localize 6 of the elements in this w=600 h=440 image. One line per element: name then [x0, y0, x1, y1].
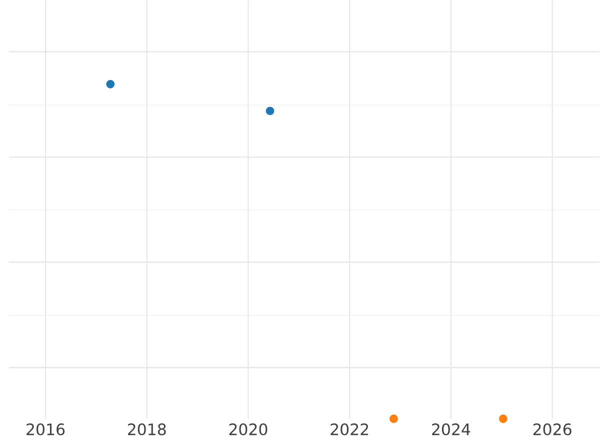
x-tick-label: 2026 [533, 424, 572, 436]
x-tick-label: 2018 [128, 424, 166, 436]
x-tick-label: 2020 [229, 424, 268, 436]
x-tick-label: 2022 [330, 424, 368, 436]
x-tick-label: 2024 [432, 424, 470, 436]
x-tick-label: 2016 [26, 424, 65, 436]
